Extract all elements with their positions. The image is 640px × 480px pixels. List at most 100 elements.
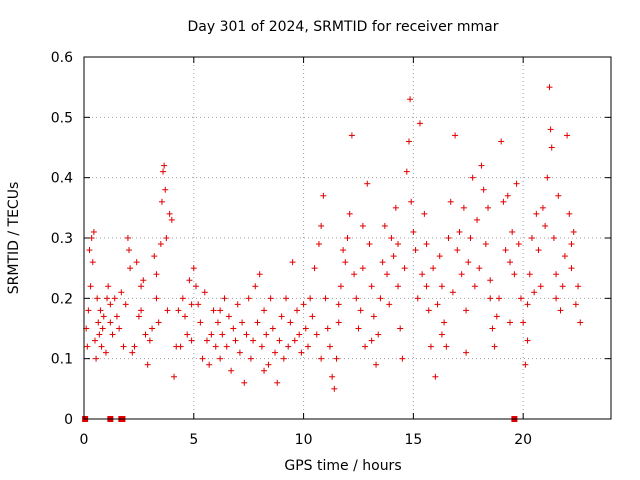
data-point <box>430 265 437 272</box>
data-point <box>320 192 327 199</box>
data-point <box>524 301 531 308</box>
grid-lines <box>84 57 611 419</box>
data-point <box>458 271 465 278</box>
data-point <box>230 325 237 332</box>
data-point <box>445 235 452 241</box>
data-point <box>256 271 263 278</box>
data-point <box>153 295 160 302</box>
data-point <box>362 343 369 350</box>
data-point <box>414 295 421 302</box>
data-point <box>111 295 118 302</box>
data-point <box>443 343 450 350</box>
data-point <box>116 325 123 332</box>
data-point <box>97 307 104 314</box>
data-point <box>85 307 92 314</box>
data-point <box>100 313 107 320</box>
data-point <box>190 265 197 272</box>
data-point <box>149 325 156 332</box>
data-point <box>280 355 287 362</box>
data-point <box>225 313 232 320</box>
data-point <box>340 247 347 254</box>
x-tick-label: 20 <box>514 432 532 448</box>
data-point <box>364 180 371 187</box>
data-point <box>296 331 303 338</box>
data-point <box>283 295 290 302</box>
data-point <box>206 361 213 368</box>
data-point <box>537 283 544 290</box>
data-point <box>272 349 279 356</box>
data-point <box>329 373 336 380</box>
data-point <box>575 283 582 290</box>
data-point <box>539 204 546 211</box>
data-point <box>432 373 439 380</box>
data-point <box>241 379 248 386</box>
data-point <box>381 222 388 229</box>
data-point <box>269 325 276 332</box>
data-point <box>155 319 162 326</box>
data-point <box>412 247 419 254</box>
data-point <box>252 283 259 290</box>
data-point <box>228 367 235 374</box>
data-point <box>258 343 265 350</box>
data-point <box>353 295 360 302</box>
data-point <box>454 247 461 254</box>
data-point <box>395 283 402 290</box>
data-point <box>524 337 531 344</box>
data-point <box>427 343 434 350</box>
data-point <box>221 295 228 302</box>
data-point <box>322 295 329 302</box>
data-point <box>245 295 252 302</box>
data-point <box>467 235 474 241</box>
data-point <box>304 343 311 350</box>
data-point <box>513 180 520 187</box>
data-point <box>482 241 489 248</box>
data-point <box>471 283 478 290</box>
data-point <box>421 210 428 217</box>
x-tick-label: 5 <box>189 432 198 448</box>
data-point <box>553 271 560 278</box>
data-point <box>94 295 101 302</box>
data-point <box>489 325 496 332</box>
data-point <box>127 265 134 272</box>
data-point <box>104 295 111 302</box>
data-point <box>129 349 136 356</box>
data-point <box>124 235 131 241</box>
data-point <box>500 198 507 205</box>
data-point <box>122 301 129 308</box>
data-point <box>568 241 575 248</box>
data-point <box>403 168 410 175</box>
data-point <box>126 247 133 254</box>
data-point <box>355 325 362 332</box>
data-point <box>210 307 217 314</box>
data-point <box>157 241 164 248</box>
data-point <box>493 313 500 320</box>
data-point <box>359 265 366 272</box>
data-point <box>120 343 127 350</box>
data-point <box>168 216 175 223</box>
data-point <box>392 204 399 211</box>
x-axis-label: GPS time / hours <box>284 458 401 474</box>
data-point <box>86 247 93 254</box>
data-point <box>469 174 476 181</box>
data-point <box>250 337 257 344</box>
data-point <box>559 283 566 290</box>
data-point <box>98 343 105 350</box>
data-point <box>298 349 305 356</box>
y-tick-label: 0.1 <box>51 352 73 368</box>
data-point <box>203 337 210 344</box>
data-point <box>263 331 270 338</box>
data-point <box>542 222 549 229</box>
data-point <box>214 319 221 326</box>
data-point <box>161 162 168 169</box>
data-point <box>201 289 208 296</box>
x-tick-label: 0 <box>80 432 89 448</box>
data-point <box>506 259 513 266</box>
data-point <box>557 307 564 314</box>
data-point <box>261 307 268 314</box>
data-point <box>342 259 349 266</box>
data-point <box>144 361 151 368</box>
data-point <box>504 192 511 199</box>
data-point <box>425 307 432 314</box>
data-point <box>408 198 415 205</box>
